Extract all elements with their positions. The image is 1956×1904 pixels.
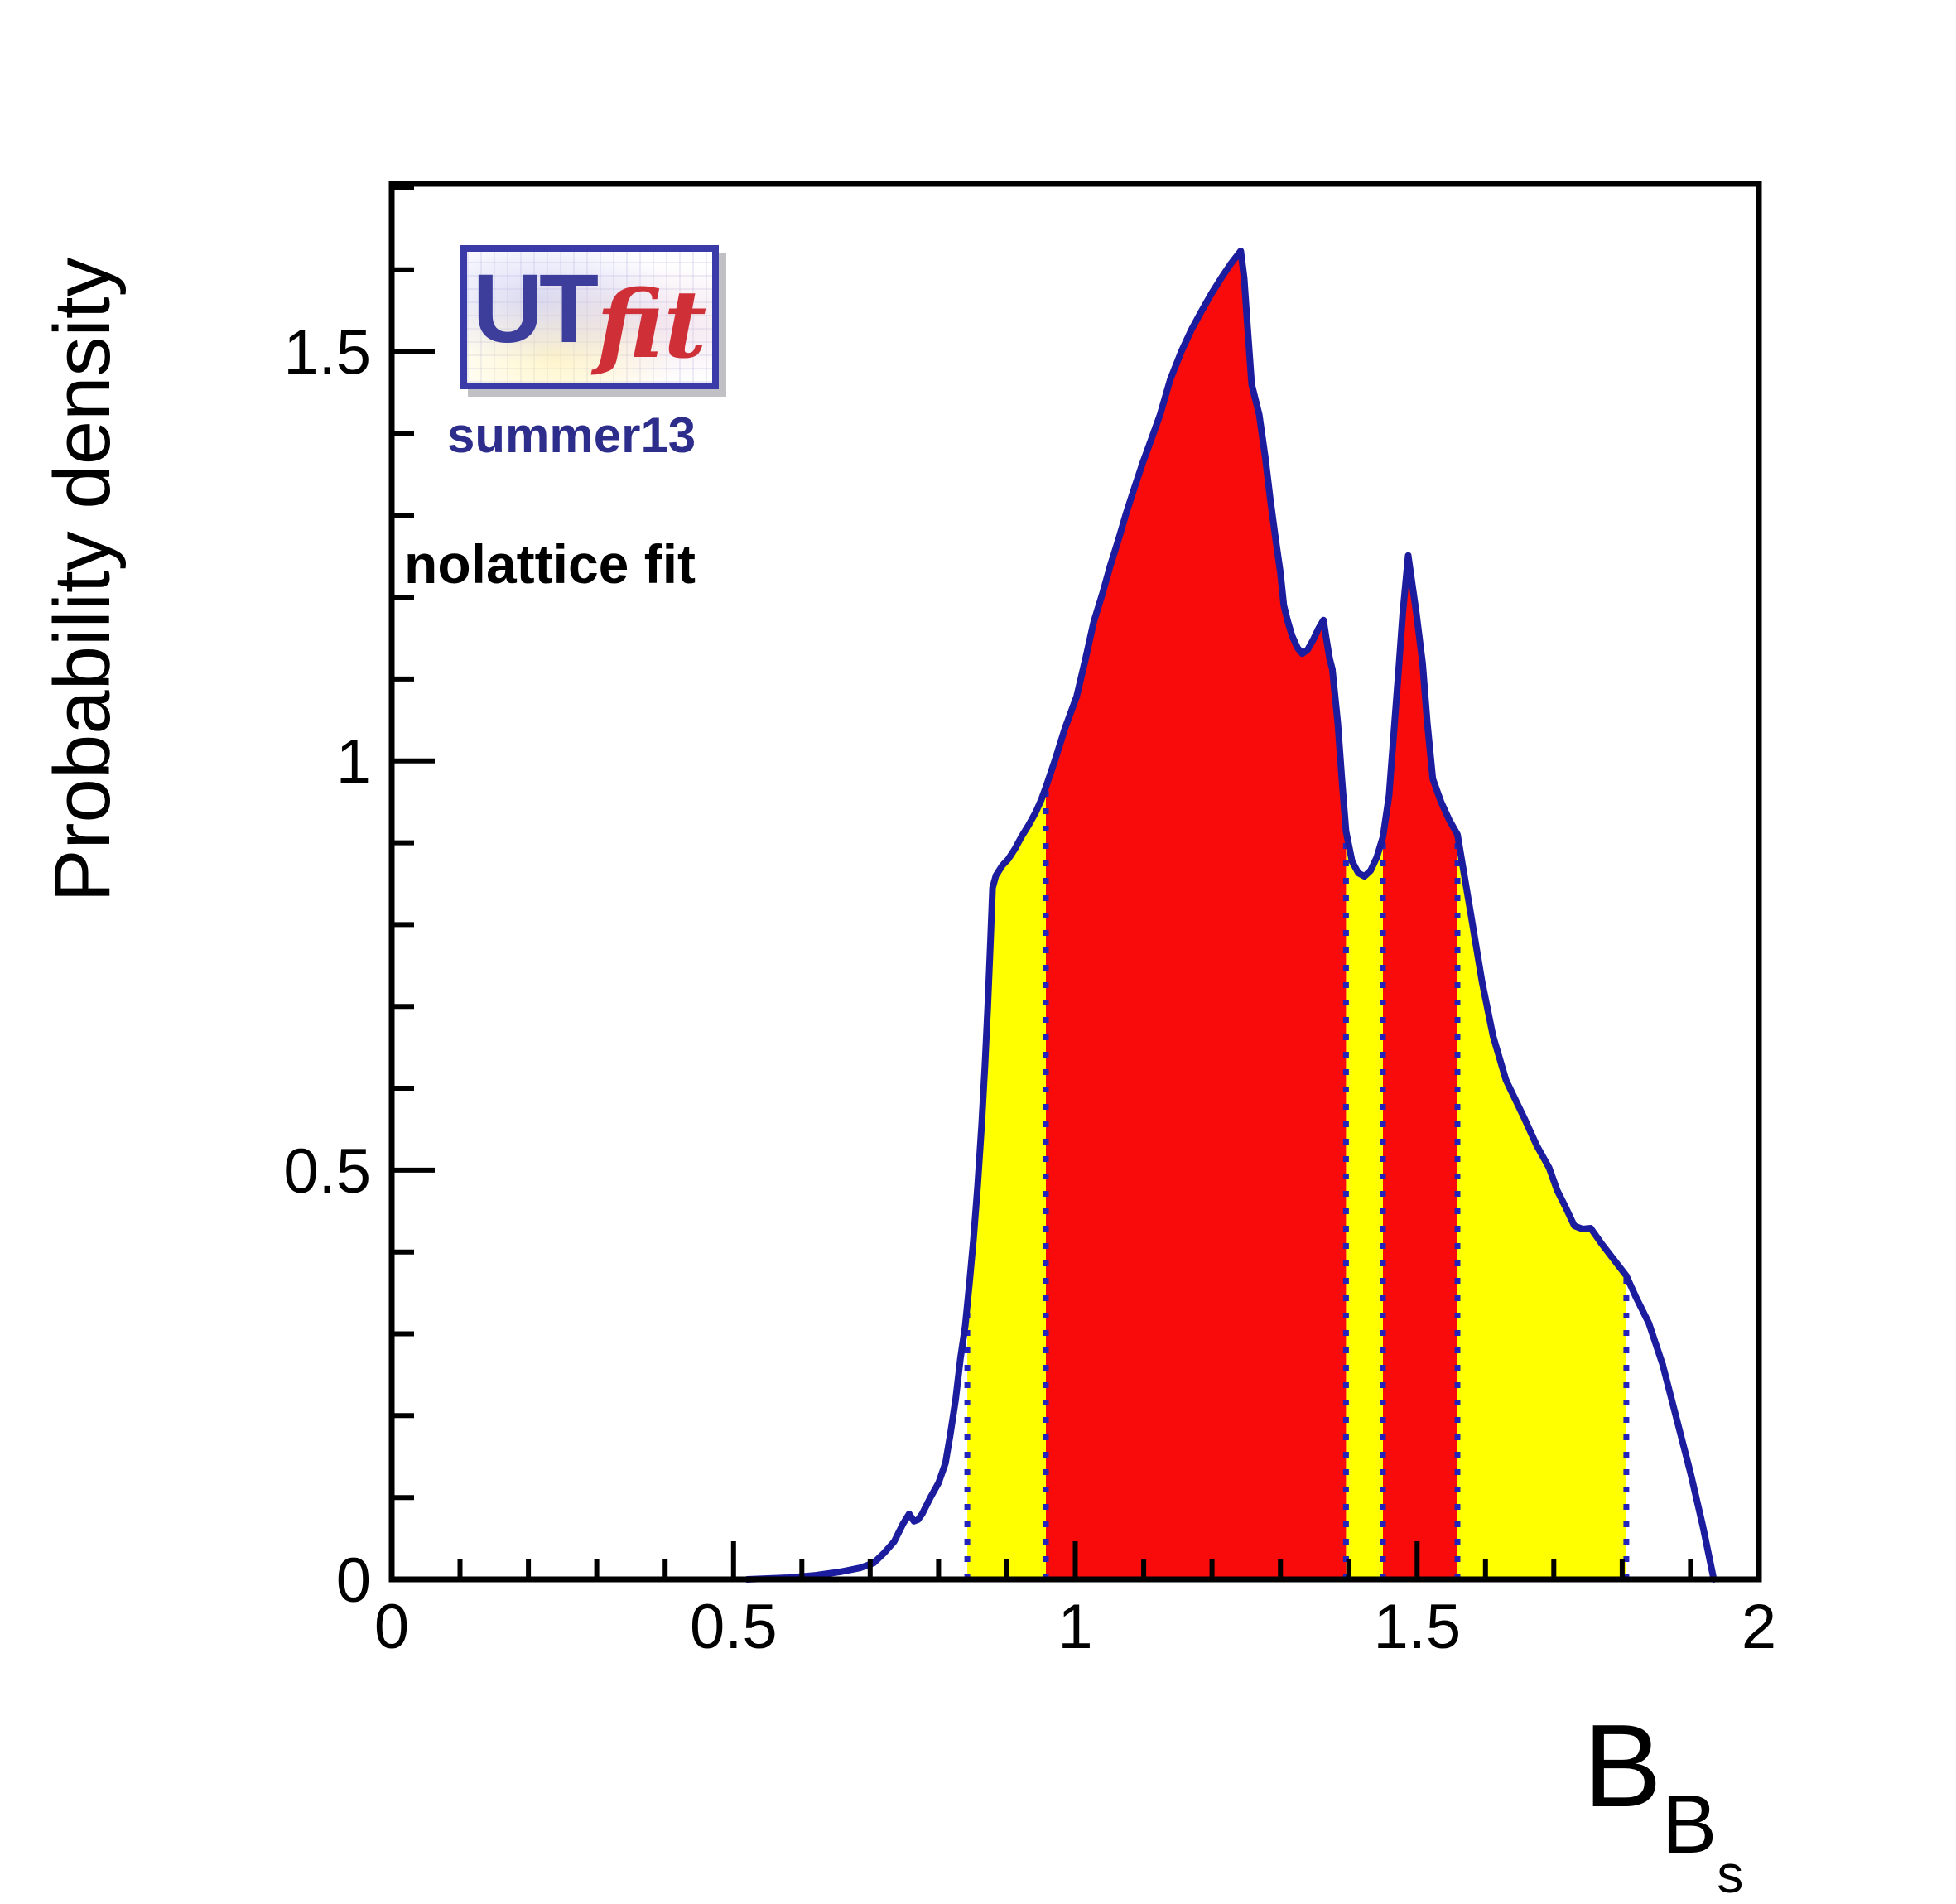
y-axis-tick-label: 1.5: [283, 318, 371, 388]
region-95pct-yellow: [967, 787, 1046, 1579]
y-axis-title: Probability density: [38, 257, 127, 903]
x-axis-tick-label: 1: [1057, 1592, 1092, 1662]
x-axis-title-main: B: [1583, 1700, 1662, 1832]
utfit-logo: UT fit: [460, 245, 719, 389]
dataset-label: summer13: [447, 407, 696, 463]
fit-type-label: nolattice fit: [404, 533, 696, 595]
figure-canvas: 0 0.5 1 1.5 2 0 0.5 1 1.5 Probability density UT…: [38, 181, 1776, 1902]
region-68pct-red: [1383, 555, 1457, 1580]
x-axis-tick-label: 0.5: [690, 1592, 778, 1662]
region-95pct-yellow: [1346, 831, 1383, 1579]
y-axis-tick-label: 0.5: [283, 1136, 371, 1207]
region-95pct-yellow: [1457, 834, 1626, 1579]
region-68pct-red: [1046, 251, 1347, 1579]
utfit-logo-ut-text: UT: [472, 254, 599, 364]
x-axis-title-subscript: B: [1661, 1778, 1718, 1871]
y-axis-tick-label: 0: [336, 1545, 371, 1616]
x-axis-tick-label: 1.5: [1373, 1592, 1461, 1662]
x-axis-tick-label: 2: [1742, 1592, 1776, 1662]
density-curve: [744, 248, 1718, 1583]
x-axis-title: BBs: [1583, 1708, 1743, 1902]
y-axis-tick-label: 1: [336, 727, 371, 798]
x-axis-title-subsubscript: s: [1717, 1844, 1744, 1904]
x-axis-tick-label: 0: [374, 1592, 409, 1662]
utfit-logo-fit-text: fit: [596, 271, 707, 379]
probability-density-plot: 0 0.5 1 1.5 2 0 0.5 1 1.5: [283, 181, 1776, 1662]
